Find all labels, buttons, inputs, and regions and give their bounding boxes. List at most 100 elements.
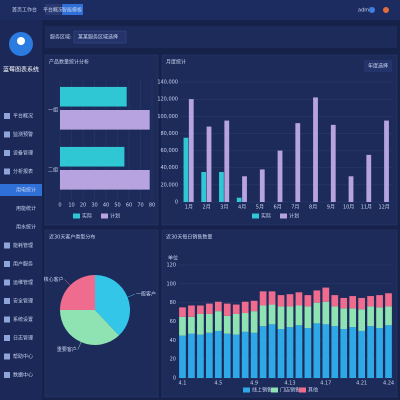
year-select-label: 年度选择	[368, 63, 388, 70]
bar-segment	[214, 330, 222, 378]
y-tick-label: 40,000	[161, 165, 179, 171]
menu-item[interactable]: 能耗管理	[13, 242, 33, 249]
year-select[interactable]	[364, 60, 392, 72]
x-tick-label: 4.1	[179, 381, 187, 387]
bar	[236, 197, 242, 202]
bar	[219, 172, 224, 202]
x-tick-label: 40	[103, 203, 109, 209]
legend-label: 实际	[82, 213, 92, 220]
x-tick-label: 4.13	[284, 381, 295, 387]
y-tick-label: 120	[166, 263, 176, 269]
bar	[183, 137, 189, 202]
bar	[242, 176, 247, 202]
tab[interactable]	[45, 4, 61, 15]
x-tick-label: 8月	[309, 205, 317, 211]
filter-select[interactable]	[73, 30, 127, 44]
x-tick-label: 1月	[185, 205, 193, 211]
menu-item[interactable]: 用户服务	[13, 261, 33, 268]
submenu-item[interactable]: 用水统计	[16, 224, 36, 231]
menu-item[interactable]: 设备管理	[13, 150, 33, 157]
x-tick-label: 10月	[343, 205, 354, 211]
bar-segment	[277, 329, 285, 378]
bar-segment	[322, 287, 330, 302]
menu-active[interactable]	[0, 184, 42, 196]
legend-label: 其他	[308, 387, 318, 394]
bar-segment	[241, 331, 249, 378]
submenu-item[interactable]: 用能统计	[16, 205, 36, 212]
menu-item[interactable]: 数据中心	[13, 372, 33, 379]
x-tick-label: 4.17	[320, 381, 331, 387]
bar	[348, 176, 354, 202]
legend-label: 线上销售	[252, 387, 272, 394]
unit: 单位	[168, 255, 178, 262]
bar-segment	[367, 326, 374, 378]
bar-segment	[304, 306, 312, 329]
tab-active[interactable]	[62, 4, 83, 15]
bar-segment	[223, 333, 231, 378]
bar-segment	[268, 304, 276, 325]
menu-item[interactable]: 日志管理	[13, 335, 33, 342]
tab-label: 平台概况	[43, 7, 63, 14]
y-tick-label: 0	[175, 200, 178, 206]
x-tick-label: 12月	[378, 205, 389, 211]
menu-item[interactable]: 系统设置	[13, 316, 33, 323]
x-tick-label: 20	[80, 203, 86, 209]
x-tick-label: 4.9	[250, 381, 258, 387]
bar-segment	[367, 306, 374, 327]
submenu-item[interactable]: 用电统计	[16, 187, 36, 194]
logo-icon	[17, 37, 25, 45]
bar-segment	[304, 328, 312, 378]
bar	[295, 123, 301, 202]
menu-item[interactable]: 运维管理	[13, 279, 33, 286]
bar-segment	[331, 326, 339, 378]
menu-item[interactable]: 监测预警	[13, 131, 33, 138]
x-tick-label: 30	[91, 203, 97, 209]
x-tick-label: 6月	[274, 205, 282, 211]
x-tick-label: 2月	[203, 205, 211, 211]
menu-icon	[4, 261, 10, 267]
bar-segment	[250, 311, 258, 333]
filter-value: 某某服务区域选择	[78, 34, 118, 41]
bar-segment	[286, 327, 294, 378]
bar-segment	[313, 302, 321, 324]
bar-segment	[197, 313, 204, 335]
pie-slice	[95, 275, 131, 336]
x-tick-label: 50	[114, 203, 120, 209]
bar-segment	[358, 330, 366, 378]
x-tick-label: 0	[58, 203, 61, 209]
pie-slice	[60, 310, 119, 346]
tab-label: 智能模板	[62, 7, 82, 14]
bar	[201, 172, 207, 202]
bar-segment	[241, 313, 249, 332]
y-tick-label: 100,000	[157, 114, 178, 120]
menu-item[interactable]: 分析报表	[13, 168, 33, 175]
menu-item[interactable]: 平台概况	[13, 113, 33, 120]
bar-segment	[322, 301, 330, 325]
bar-segment	[385, 293, 392, 307]
bar-segment	[358, 309, 366, 331]
x-tick-label: 70	[137, 203, 143, 209]
user: admin	[358, 8, 374, 14]
menu-icon	[4, 335, 10, 341]
icon[interactable]	[383, 7, 389, 13]
bar	[60, 170, 150, 190]
legend-swatch	[243, 387, 250, 393]
legend-swatch	[252, 213, 259, 219]
menu-item[interactable]: 帮助中心	[13, 353, 33, 360]
menu-icon	[4, 150, 10, 156]
legend-swatch	[280, 213, 287, 219]
slice-label: 重要客户	[57, 346, 77, 353]
x-tick-label: 4.5	[214, 381, 222, 387]
icon[interactable]	[369, 7, 375, 13]
y-tick-label: 80	[170, 300, 176, 306]
bar-segment	[250, 300, 258, 312]
bar-segment	[197, 334, 204, 378]
bar-segment	[376, 295, 383, 308]
x-tick-label: 4.24	[383, 381, 394, 387]
bar	[384, 120, 389, 202]
label-line	[64, 279, 71, 286]
menu-item[interactable]: 安全管理	[13, 298, 33, 305]
bar-segment	[331, 306, 339, 327]
top-bar	[0, 0, 400, 20]
